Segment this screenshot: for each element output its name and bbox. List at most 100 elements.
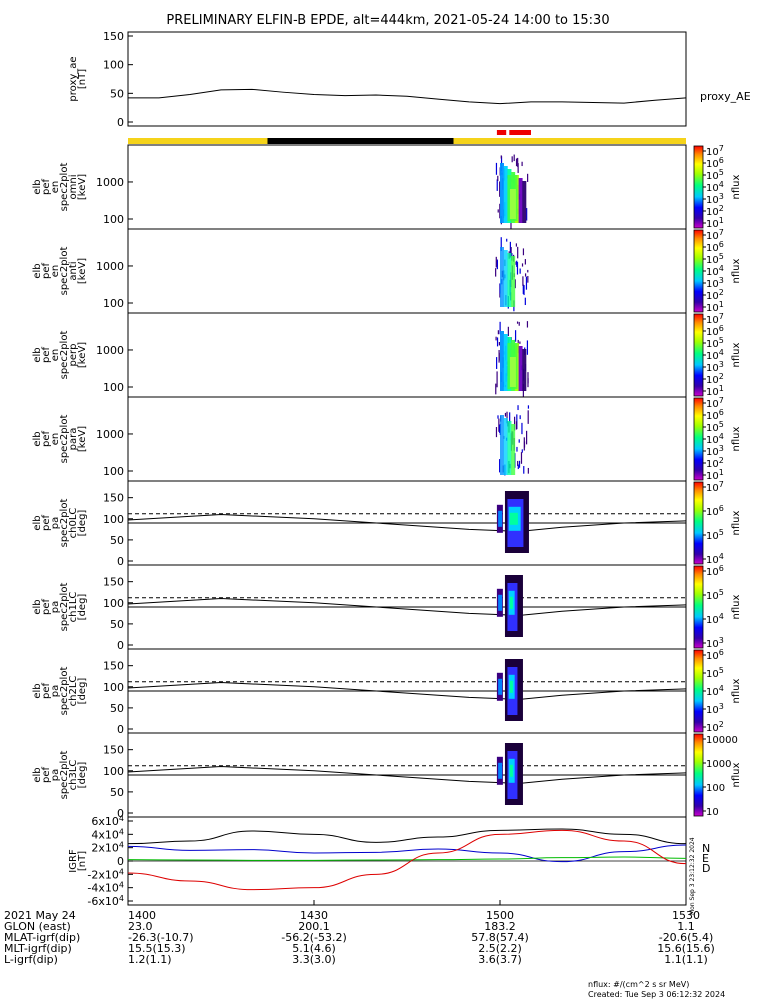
spectrogram-cell — [499, 424, 501, 433]
spectrogram-cell — [500, 237, 502, 251]
spectrogram-cell — [495, 162, 498, 175]
y-axis-label: [deg] — [77, 510, 88, 537]
spectrogram-cell — [498, 342, 501, 346]
ephemeris-value: 15.6(15.6) — [657, 942, 715, 955]
y-tick-label: -4x104 — [87, 881, 124, 895]
colorbar-tick-label: 105 — [706, 420, 724, 434]
colorbar — [693, 565, 704, 649]
y-axis-label: pa — [50, 769, 61, 781]
spectrogram-cell — [526, 208, 528, 221]
ephemeris-row-label: 2021 May 24 — [4, 909, 76, 922]
spectrogram-cell — [518, 439, 520, 443]
y-axis-label: elb — [32, 347, 43, 362]
spectrogram-cell — [500, 415, 504, 475]
colorbar-tick-label: 103 — [706, 276, 724, 290]
y-axis-label: spec2plot — [59, 751, 70, 800]
colorbar-tick-label: 107 — [706, 480, 724, 494]
spectrogram-cell — [499, 459, 501, 473]
y-axis-label: elb — [32, 767, 43, 782]
spectrogram-cell — [527, 173, 529, 182]
y-tick-label: 0 — [117, 555, 124, 568]
ephemeris-value: 183.2 — [484, 920, 516, 933]
y-tick-label: 100 — [103, 597, 124, 610]
y-tick-label: -6x104 — [87, 894, 124, 908]
y-tick-label: -2x104 — [87, 867, 124, 881]
y-tick-label: 0 — [117, 116, 124, 129]
colorbar-tick-label: 104 — [706, 180, 724, 194]
y-tick-label: 50 — [110, 786, 124, 799]
spectrogram-cell — [523, 437, 525, 451]
spectrogram-cell — [527, 410, 529, 424]
spectrogram-cell — [518, 346, 523, 391]
spectrogram-cell — [497, 209, 499, 213]
ephemeris-value: 1530 — [672, 909, 700, 922]
y-tick-label: 50 — [110, 87, 124, 100]
spectrogram-cell — [514, 416, 516, 431]
spectrogram-cell — [511, 424, 516, 475]
colorbar — [693, 733, 704, 817]
spectrogram-cell — [503, 250, 508, 307]
colorbar-label: nflux — [731, 342, 742, 367]
y-tick-label: 150 — [103, 660, 124, 673]
y-axis-label: IGRF — [68, 849, 79, 873]
y-axis-label: pef — [41, 431, 52, 448]
colorbar-tick-label: 100 — [706, 783, 725, 794]
spectrogram-cell — [524, 259, 526, 265]
y-tick-label: 1000 — [96, 428, 124, 441]
y-axis-label: ch2LC — [68, 676, 79, 707]
panel-perp: elbpefenspec2plotperp[keV]10010001011021… — [32, 312, 742, 398]
y-axis-label: elb — [32, 515, 43, 530]
spectrogram-cell — [511, 156, 513, 163]
ephemeris-row-label: L-igrf(dip) — [4, 953, 58, 966]
colorbar-tick-label: 1000 — [706, 759, 731, 770]
colorbar-tick-label: 107 — [706, 144, 724, 158]
colorbar-tick-label: 102 — [706, 456, 724, 470]
panel-frame — [127, 144, 687, 230]
spectrogram-cell — [499, 181, 501, 197]
spectrogram-cell — [527, 269, 529, 273]
side-stamp: Mon Sep 3 23:12:32 2024 — [689, 837, 696, 915]
spectrogram-cell — [513, 154, 515, 162]
y-axis-label: [deg] — [77, 678, 88, 705]
y-axis-label: ch0LC — [68, 508, 79, 539]
colorbar-tick-label: 104 — [706, 552, 724, 566]
spectrogram-cell — [515, 261, 517, 265]
spectrogram-cell — [517, 464, 519, 470]
ephemeris-value: -20.6(5.4) — [659, 931, 714, 944]
colorbar — [693, 313, 704, 397]
ephemeris-value: 1430 — [300, 909, 328, 922]
spectrogram-cell — [495, 268, 497, 277]
colorbar-tick-label: 106 — [706, 564, 724, 578]
spectrogram-cell — [500, 247, 504, 307]
y-axis-label: anti — [68, 261, 79, 280]
y-tick-label: 150 — [103, 30, 124, 43]
spectrogram-cell — [522, 349, 527, 391]
y-axis-label: [deg] — [77, 762, 88, 789]
colorbar-tick-label: 101 — [706, 384, 724, 398]
y-axis-label: spec2plot — [59, 163, 70, 212]
spectrogram-cell — [503, 334, 508, 391]
y-axis-label: en — [50, 265, 61, 278]
colorbar-tick-label: 103 — [706, 444, 724, 458]
panel-para: elbpefenspec2plotpara[keV]10010001011021… — [32, 396, 742, 482]
spectrogram-cell — [517, 246, 519, 259]
y-tick-label: 50 — [110, 618, 124, 631]
y-tick-label: 0 — [117, 855, 124, 868]
pitch-angle-cell — [498, 510, 503, 527]
pitch-angle-cell — [498, 594, 503, 611]
spectrogram-cell — [526, 430, 528, 445]
y-axis-label: [nT] — [77, 851, 88, 871]
loss-cone-line — [127, 514, 687, 532]
colorbar-tick-label: 102 — [706, 288, 724, 302]
y-axis-label: omni — [68, 175, 79, 200]
ephemeris-row-label: GLON (east) — [4, 920, 71, 933]
spectrogram-cell — [503, 418, 508, 475]
spectrogram-cell — [527, 405, 530, 409]
spectrogram-cell — [499, 321, 501, 335]
spectrogram-cell — [515, 421, 518, 430]
